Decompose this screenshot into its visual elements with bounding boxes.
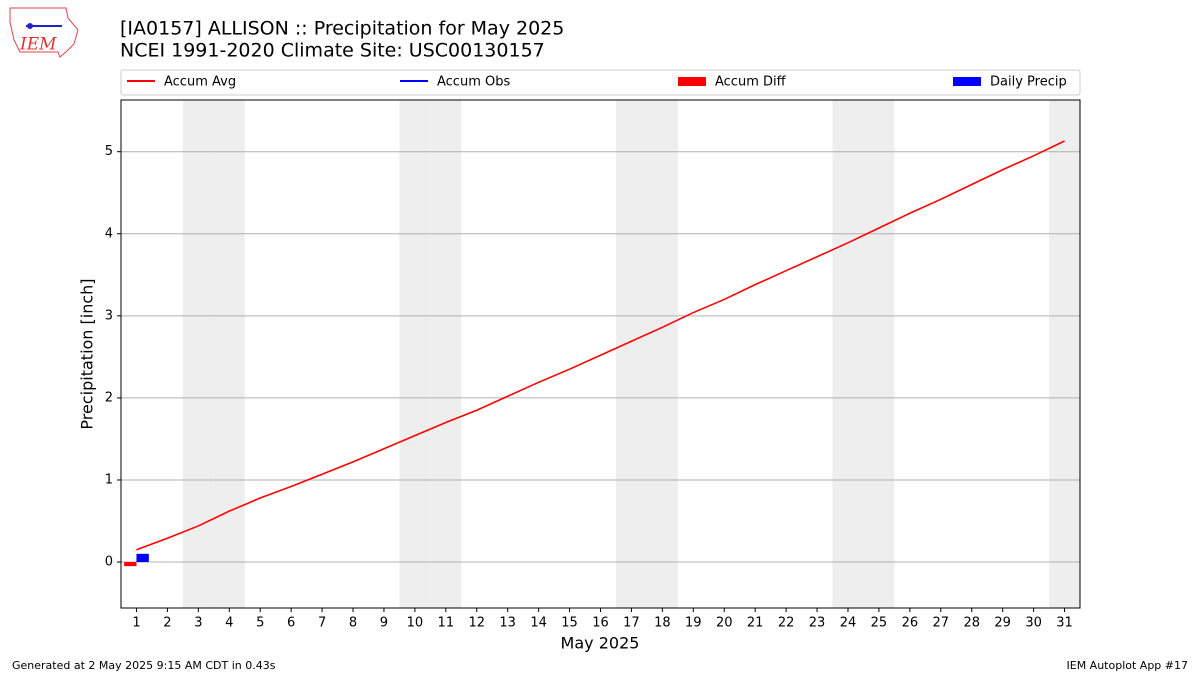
x-tick-label: 29 — [994, 616, 1011, 631]
chart-title: [IA0157] ALLISON :: Precipitation for Ma… — [120, 18, 564, 40]
x-tick-label: 19 — [685, 616, 702, 631]
logo-outline — [9, 7, 79, 58]
x-tick-label: 1 — [132, 616, 140, 631]
weekend-shade — [863, 100, 895, 608]
footer-right: IEM Autoplot App #17 — [1067, 659, 1189, 672]
x-tick-label: 27 — [933, 616, 950, 631]
weekend-shade — [832, 100, 864, 608]
y-axis-label: Precipitation [inch] — [78, 278, 97, 429]
y-tick-label: 3 — [105, 308, 113, 323]
legend-label: Accum Diff — [715, 75, 787, 90]
x-tick-label: 2 — [163, 616, 171, 631]
x-tick-label: 14 — [530, 616, 547, 631]
x-tick-label: 28 — [963, 616, 980, 631]
x-axis-label: May 2025 — [561, 634, 640, 653]
weekend-shade — [615, 100, 647, 608]
x-tick-label: 9 — [380, 616, 388, 631]
x-tick-label: 12 — [468, 616, 485, 631]
x-tick-label: 23 — [809, 616, 826, 631]
x-tick-label: 15 — [561, 616, 578, 631]
y-tick-label: 5 — [105, 144, 113, 159]
bar — [124, 562, 137, 567]
legend-swatch — [678, 77, 706, 86]
plot-frame — [120, 99, 1081, 609]
x-tick-label: 8 — [349, 616, 357, 631]
x-tick-label: 3 — [194, 616, 202, 631]
weekend-shade — [430, 100, 462, 608]
x-tick-label: 6 — [287, 616, 295, 631]
legend-swatch — [953, 77, 981, 86]
x-tick-label: 17 — [623, 616, 640, 631]
legend-label: Daily Precip — [990, 75, 1067, 90]
x-tick-label: 26 — [902, 616, 919, 631]
series-line — [136, 140, 1065, 551]
x-tick-label: 31 — [1056, 616, 1073, 631]
y-tick-label: 2 — [105, 390, 113, 405]
footer-left: Generated at 2 May 2025 9:15 AM CDT in 0… — [12, 659, 276, 672]
weekend-shade — [399, 100, 431, 608]
x-tick-label: 16 — [592, 616, 609, 631]
x-tick-label: 5 — [256, 616, 264, 631]
weekend-shade — [182, 100, 214, 608]
y-tick-label: 4 — [105, 226, 113, 241]
x-tick-label: 7 — [318, 616, 326, 631]
x-tick-label: 24 — [840, 616, 857, 631]
x-tick-label: 30 — [1025, 616, 1042, 631]
weekend-shade — [646, 100, 678, 608]
chart-subtitle: NCEI 1991-2020 Climate Site: USC00130157 — [120, 40, 545, 62]
legend-label: Accum Avg — [164, 75, 236, 90]
logo-dot — [27, 23, 33, 29]
y-tick-label: 1 — [105, 472, 113, 487]
legend-box — [120, 69, 1081, 96]
x-tick-label: 21 — [747, 616, 764, 631]
legend-label: Accum Obs — [437, 75, 510, 90]
x-tick-label: 25 — [871, 616, 888, 631]
x-tick-label: 4 — [225, 616, 233, 631]
x-tick-label: 13 — [499, 616, 516, 631]
x-tick-label: 22 — [778, 616, 795, 631]
y-tick-label: 0 — [105, 555, 113, 570]
logo: IEM — [9, 7, 79, 58]
x-tick-label: 11 — [438, 616, 455, 631]
logo-text: IEM — [19, 35, 57, 55]
weekend-shade — [213, 100, 245, 608]
weekend-shade — [1049, 100, 1080, 608]
x-tick-label: 20 — [716, 616, 733, 631]
bar — [136, 553, 149, 563]
x-tick-label: 10 — [407, 616, 424, 631]
x-tick-label: 18 — [654, 616, 671, 631]
